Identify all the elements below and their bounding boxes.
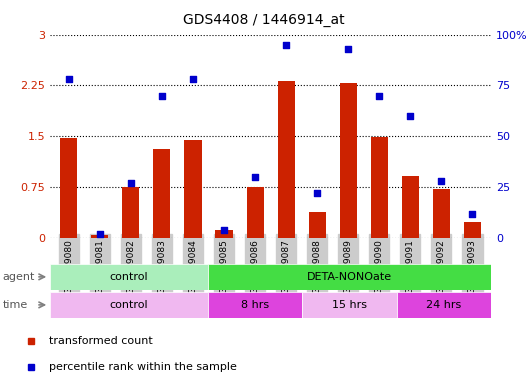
Text: 24 hrs: 24 hrs (426, 300, 461, 310)
Bar (60, 138, 77, 238)
Point (96, 231, 104, 237)
Point (220, 227, 228, 233)
Bar (464, 222, 481, 238)
Bar (433, 189, 450, 238)
Bar (402, 175, 419, 238)
Point (437, 178, 446, 184)
Point (344, 46, 353, 52)
Point (127, 180, 135, 186)
Bar (91, 235, 108, 238)
Point (158, 93, 166, 99)
Point (64, 76, 73, 83)
Point (313, 190, 322, 196)
Text: DETA-NONOate: DETA-NONOate (307, 272, 392, 282)
Point (468, 210, 477, 217)
Bar (50, 292, 208, 318)
Point (406, 113, 414, 119)
Bar (208, 292, 302, 318)
Bar (184, 141, 202, 238)
Point (375, 93, 383, 99)
Text: GDS4408 / 1446914_at: GDS4408 / 1446914_at (183, 13, 345, 27)
Bar (278, 81, 295, 238)
Text: time: time (3, 300, 28, 310)
Text: transformed count: transformed count (50, 336, 153, 346)
Point (251, 174, 259, 180)
Text: 15 hrs: 15 hrs (332, 300, 367, 310)
Text: control: control (110, 272, 148, 282)
Bar (309, 212, 326, 238)
Bar (208, 264, 491, 290)
Bar (50, 264, 208, 290)
Bar (247, 187, 263, 238)
Text: percentile rank within the sample: percentile rank within the sample (50, 362, 237, 372)
Point (282, 42, 290, 48)
Bar (340, 83, 357, 238)
Text: agent: agent (3, 272, 35, 282)
Bar (154, 149, 171, 238)
Bar (122, 187, 139, 238)
Bar (302, 292, 397, 318)
Text: 8 hrs: 8 hrs (241, 300, 269, 310)
Bar (215, 230, 232, 238)
Text: control: control (110, 300, 148, 310)
Point (188, 76, 197, 83)
Bar (371, 137, 388, 238)
Bar (397, 292, 491, 318)
